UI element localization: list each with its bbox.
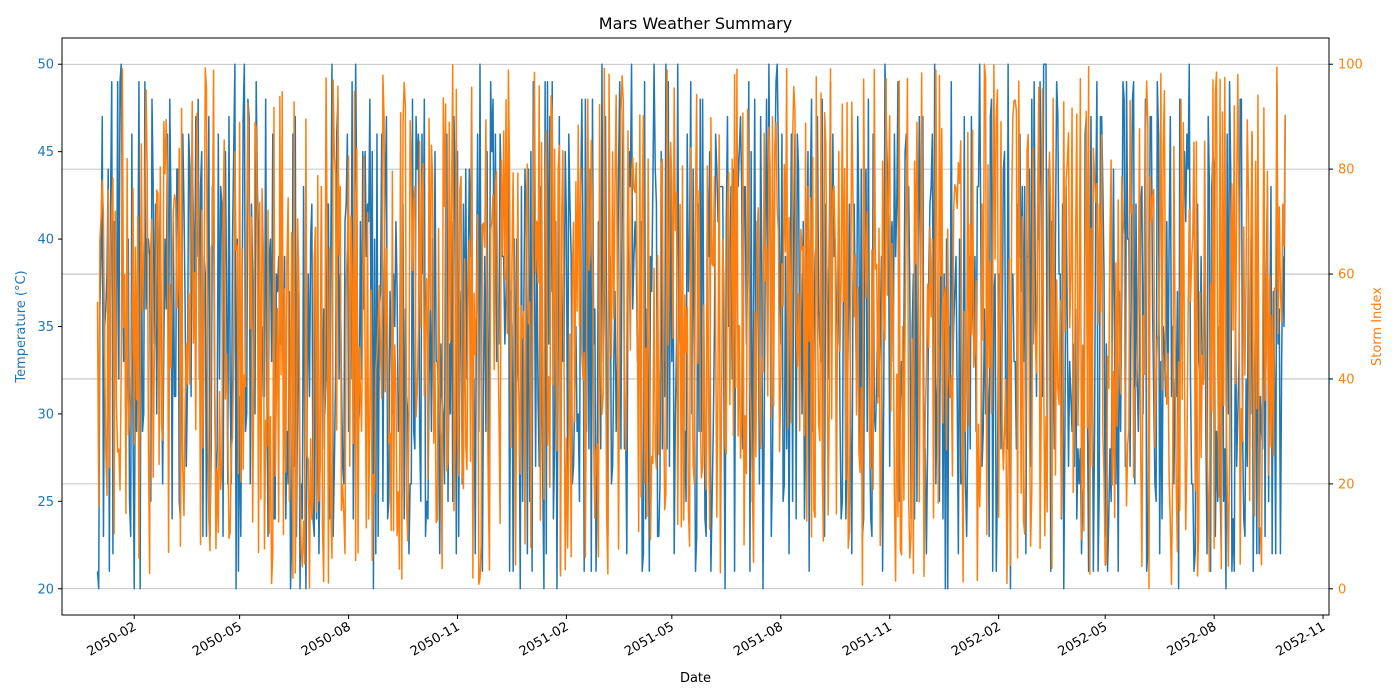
y-axis-right-label: Storm Index xyxy=(1370,287,1385,366)
y-right-tick-label: 80 xyxy=(1338,163,1355,178)
y-left-tick-label: 25 xyxy=(37,495,54,510)
y-right-tick-label: 100 xyxy=(1338,58,1363,73)
y-left-tick-label: 20 xyxy=(37,582,54,597)
y-right-tick-label: 20 xyxy=(1338,477,1355,492)
y-right-tick-label: 0 xyxy=(1338,582,1346,597)
y-left-tick-label: 30 xyxy=(37,407,54,422)
y-left-tick-label: 45 xyxy=(37,145,54,160)
y-left-tick-label: 50 xyxy=(37,58,54,73)
storm-index-series xyxy=(96,63,1286,590)
y-axis-left-label: Temperature (°C) xyxy=(14,270,29,383)
storm-index-line xyxy=(96,63,1286,590)
chart-title: Mars Weather Summary xyxy=(599,14,792,33)
y-left-tick-label: 35 xyxy=(37,320,54,335)
x-axis-label: Date xyxy=(680,671,711,686)
y-axis-right: 0 20 40 60 80 100 xyxy=(1329,58,1363,597)
y-right-tick-label: 60 xyxy=(1338,268,1355,283)
y-right-tick-label: 40 xyxy=(1338,372,1355,387)
y-axis-left: 20 25 30 35 40 45 50 xyxy=(37,58,62,597)
y-left-tick-label: 40 xyxy=(37,233,54,248)
